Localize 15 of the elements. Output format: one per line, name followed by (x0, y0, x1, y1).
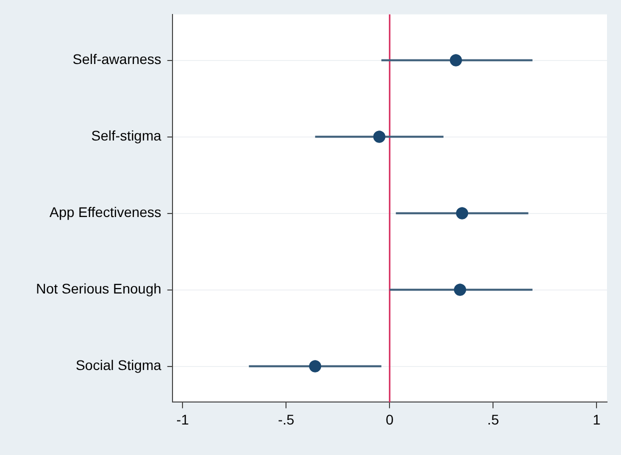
x-tick-label: 0 (386, 411, 394, 428)
point (309, 360, 322, 372)
x-tick-label: -.5 (278, 411, 295, 428)
point (373, 130, 386, 143)
x-tick-label: .5 (487, 411, 500, 428)
point (454, 284, 466, 296)
x-tick-label: 1 (592, 411, 601, 428)
y-tick-label: Self-awarness (72, 51, 162, 68)
x-tick-label: -1 (176, 411, 190, 428)
y-tick-label: Self-stigma (91, 128, 162, 144)
point (450, 54, 462, 66)
point (456, 207, 468, 220)
y-tick-label: Not Serious Enough (36, 280, 162, 297)
y-tick-label: Social Stigma (76, 357, 162, 374)
y-tick-label: App Effectiveness (49, 204, 162, 220)
